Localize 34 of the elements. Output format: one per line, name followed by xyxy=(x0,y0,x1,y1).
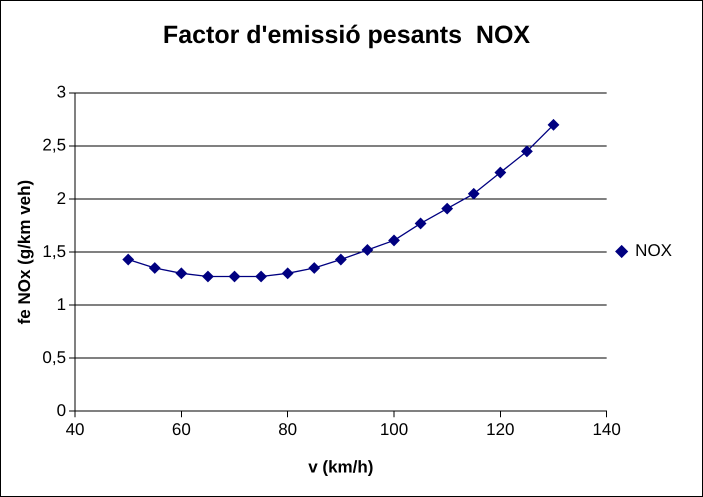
point xyxy=(442,202,453,214)
point xyxy=(228,270,240,282)
x-tick-label: 40 xyxy=(66,420,84,440)
point xyxy=(308,262,320,274)
x-tick-label: 140 xyxy=(592,420,621,440)
point xyxy=(521,146,533,157)
x-axis-title: v (km/h) xyxy=(308,457,374,476)
y-tick-label: 3 xyxy=(56,82,66,102)
point xyxy=(282,268,294,279)
point xyxy=(335,254,346,266)
y-tick-label: 2,5 xyxy=(42,136,66,155)
x-tick-label: 100 xyxy=(380,420,408,440)
point xyxy=(362,244,374,256)
y-tick-label: 1 xyxy=(56,294,66,314)
x-tick-label: 120 xyxy=(486,420,515,440)
y-axis-title: fe NOx (g/km veh) xyxy=(14,180,34,324)
point xyxy=(176,268,188,279)
point xyxy=(122,254,134,266)
y-tick-label: 1,5 xyxy=(42,242,66,261)
legend-label: NOX xyxy=(635,241,672,260)
point xyxy=(468,188,480,200)
point xyxy=(149,262,160,274)
point xyxy=(414,218,426,230)
y-tick-label: 0 xyxy=(56,400,66,420)
x-tick-label: 80 xyxy=(278,420,298,440)
point xyxy=(494,166,506,178)
chart-title: Factor d'emissió pesants NOX xyxy=(162,20,530,49)
y-tick-label: 0,5 xyxy=(42,348,66,367)
point xyxy=(388,234,400,246)
y-tick-label: 2 xyxy=(56,188,66,208)
point xyxy=(548,119,560,130)
point xyxy=(202,270,214,282)
point xyxy=(255,270,267,282)
x-tick-label: 60 xyxy=(172,420,191,440)
